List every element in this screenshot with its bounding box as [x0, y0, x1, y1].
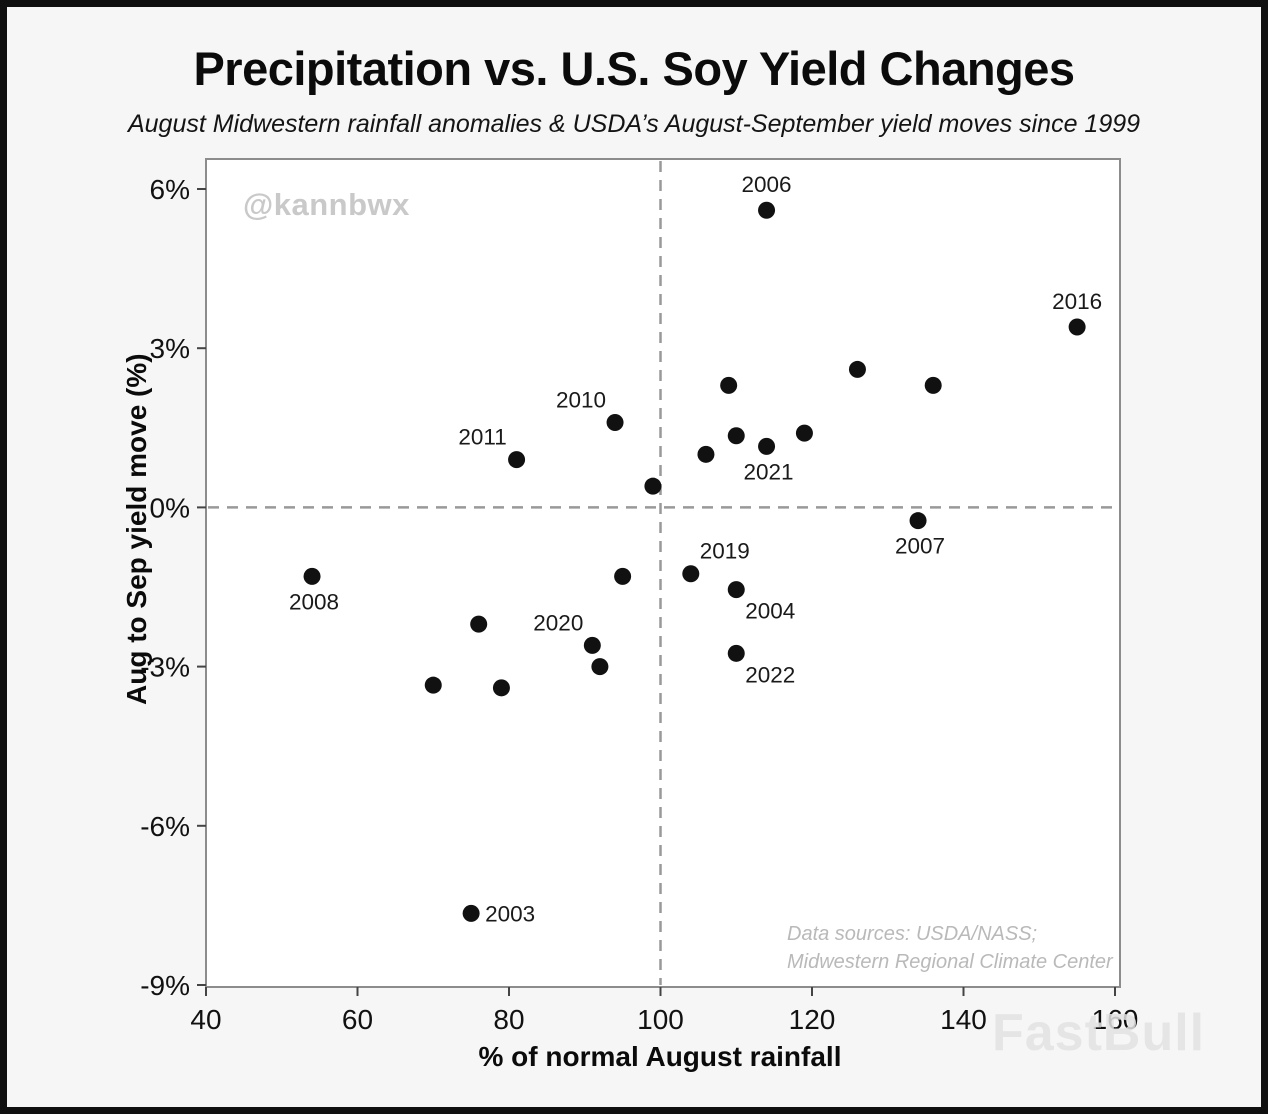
data-point-label: 2021: [744, 459, 794, 484]
data-point: [727, 644, 745, 662]
data-point: [758, 437, 776, 455]
y-tick-label: -3%: [140, 652, 190, 683]
data-point-label: 2019: [700, 539, 750, 564]
data-point-label: 2020: [533, 610, 583, 635]
data-point-label: 2016: [1052, 289, 1102, 314]
data-point: [462, 904, 480, 922]
fastbull-watermark: FastBull: [992, 1004, 1206, 1062]
data-point: [727, 581, 745, 599]
data-point-label: 2004: [745, 599, 795, 624]
source-note-line2: Midwestern Regional Climate Center: [787, 950, 1113, 973]
data-point-label: 2003: [485, 901, 535, 926]
data-point: [924, 376, 942, 394]
data-point: [848, 360, 866, 378]
data-point: [720, 376, 738, 394]
data-point-label: 2007: [895, 534, 945, 559]
data-point: [606, 413, 624, 431]
data-point: [697, 445, 715, 463]
y-axis-label: Aug to Sep yield move (%): [121, 353, 152, 705]
data-point: [614, 567, 632, 585]
data-point-label: 2008: [289, 589, 339, 614]
x-axis-label: % of normal August rainfall: [478, 1041, 842, 1072]
plot-frame: [205, 158, 1121, 988]
chart-title: Precipitation vs. U.S. Soy Yield Changes: [193, 42, 1075, 95]
data-point: [470, 615, 488, 633]
data-point: [492, 679, 510, 697]
data-point: [303, 567, 321, 585]
y-tick-label: -6%: [140, 811, 190, 842]
data-point: [909, 512, 927, 530]
data-point-label: 2022: [745, 662, 795, 687]
x-tick-label: 60: [342, 1004, 373, 1035]
data-point: [424, 676, 442, 694]
data-point: [591, 658, 609, 676]
data-point-label: 2010: [556, 387, 606, 412]
y-tick-label: 0%: [150, 492, 190, 523]
y-tick-label: 6%: [150, 174, 190, 205]
x-tick-label: 140: [940, 1004, 987, 1035]
x-tick-label: 100: [637, 1004, 684, 1035]
x-tick-label: 160: [1092, 1004, 1139, 1035]
data-point: [682, 565, 700, 583]
data-point: [508, 451, 526, 469]
data-point: [644, 477, 662, 495]
data-point: [795, 424, 813, 442]
x-tick-label: 80: [493, 1004, 524, 1035]
source-note-line1: Data sources: USDA/NASS;: [787, 923, 1038, 945]
scatter-plot: 40 60 80 100 120 140 160 6% 3% 0% -3% -6% -9% 2006 201…: [140, 158, 1139, 1035]
x-tick-label: 40: [190, 1004, 221, 1035]
data-point: [583, 636, 601, 654]
data-point-label: 2006: [742, 172, 792, 197]
data-point-label: 2011: [458, 425, 506, 450]
data-point: [758, 201, 776, 219]
data-point: [727, 427, 745, 445]
chart-subtitle: August Midwestern rainfall anomalies & U…: [127, 110, 1141, 138]
source-note: Data sources: USDA/NASS; Midwestern Regi…: [787, 921, 1113, 976]
data-point: [1068, 318, 1086, 336]
author-watermark: @kannbwx: [243, 187, 410, 222]
y-tick-label: -9%: [140, 970, 190, 1001]
x-tick-label: 120: [789, 1004, 836, 1035]
y-tick-label: 3%: [150, 333, 190, 364]
